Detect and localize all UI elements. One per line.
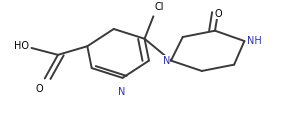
Text: NH: NH [247,36,262,46]
Text: O: O [35,84,43,94]
Text: HO: HO [14,41,29,51]
Text: O: O [214,9,222,19]
Text: N: N [118,87,125,96]
Text: N: N [163,56,170,66]
Text: Cl: Cl [155,2,164,12]
